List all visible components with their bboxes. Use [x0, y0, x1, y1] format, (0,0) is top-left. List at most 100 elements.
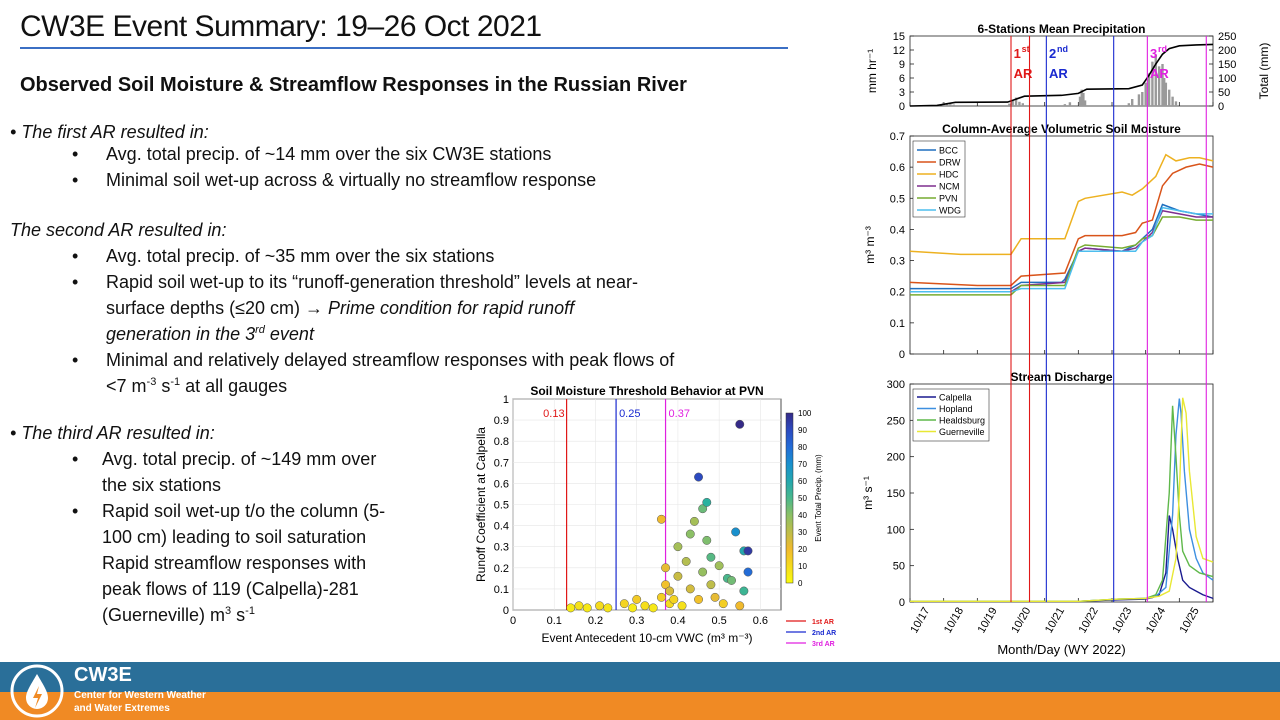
y-tick-label: 0.2 — [494, 563, 509, 575]
threshold-label: 0.25 — [619, 408, 640, 420]
y2-tick-label: 50 — [1218, 87, 1230, 99]
logo-name: CW3E — [74, 664, 132, 686]
list-item: • — [72, 449, 79, 469]
precip-bar — [1063, 104, 1067, 106]
text-span: peak flows of 119 (Calpella)-281 — [102, 579, 359, 599]
colorbar-tick-label: 30 — [798, 528, 807, 537]
scatter-point — [702, 535, 712, 545]
precip-bar — [1131, 99, 1134, 106]
scatter-point — [656, 592, 666, 602]
panel-title: Stream Discharge — [1010, 370, 1112, 384]
y-axis-label: Runoff Coefficient at Calpella — [474, 427, 488, 582]
bullet-dot: • — [10, 423, 22, 443]
scatter-point — [698, 504, 708, 514]
scatter-point — [656, 514, 666, 524]
x-tick-label: 10/17 — [908, 606, 932, 636]
scatter-point — [640, 601, 650, 611]
scatter-point — [665, 586, 675, 596]
legend-label: HDC — [939, 170, 959, 180]
precip-bar — [1161, 64, 1164, 106]
y-tick-label: 0.7 — [494, 457, 509, 469]
precip-bar — [1082, 92, 1085, 106]
list-item: • — [72, 144, 79, 164]
scatter-point — [706, 580, 716, 590]
y2-axis-label: Total (mm) — [1257, 43, 1271, 100]
list-item: • — [72, 246, 79, 266]
y-tick-label: 0 — [899, 597, 905, 609]
legend-label: Calpella — [939, 393, 972, 403]
y-tick-label: 0.6 — [890, 162, 905, 174]
colorbar-tick-label: 80 — [798, 443, 807, 452]
text-span: -3 — [146, 376, 157, 388]
text-span: Rapid streamflow responses with — [102, 553, 367, 573]
scatter-point — [574, 601, 584, 611]
series-line-drw — [909, 163, 1214, 287]
text-span: (Guerneville) m — [102, 605, 226, 625]
scatter-point — [673, 542, 683, 552]
y-tick-label: 200 — [887, 452, 905, 464]
first-ar-item-1: Avg. total precip. of ~14 mm over the si… — [106, 144, 552, 164]
text-span: event — [264, 324, 314, 344]
precip-bar — [949, 104, 952, 106]
text-span: -1 — [170, 376, 181, 388]
x-tick-label: 10/21 — [1043, 606, 1067, 636]
legend-label: WDG — [939, 206, 961, 216]
y-tick-label: 0.5 — [494, 500, 509, 512]
threshold-label: 0.37 — [669, 408, 690, 420]
ar-label-number: 3 — [1150, 46, 1157, 61]
legend-label: 3rd AR — [812, 641, 835, 648]
x-tick-label: 10/25 — [1178, 606, 1202, 636]
y2-tick-label: 250 — [1218, 31, 1236, 43]
colorbar-tick-label: 70 — [798, 460, 807, 469]
ar-label-suffix: nd — [1057, 44, 1068, 54]
threshold-label: 0.13 — [543, 408, 564, 420]
precip-bar — [1021, 103, 1024, 106]
scatter-point — [727, 576, 736, 585]
colorbar-tick-label: 90 — [798, 426, 807, 435]
list-item: • — [72, 501, 79, 521]
scatter-point — [739, 586, 749, 596]
legend-label: Healdsburg — [939, 416, 985, 426]
list-item: • — [72, 170, 79, 190]
scatter-point — [710, 592, 720, 602]
precip-bar — [1174, 101, 1178, 106]
x-tick-label: 0.6 — [753, 615, 768, 627]
series-line-guerneville — [910, 397, 1214, 602]
y-tick-label: 15 — [893, 31, 905, 43]
scatter-point — [648, 603, 658, 613]
text-span: 3 — [225, 605, 232, 617]
text-span: surface depths (≤20 cm) → — [106, 298, 328, 318]
x-tick-label: 0.3 — [629, 615, 644, 627]
scatter-point — [566, 603, 576, 613]
precip-bar — [1171, 96, 1174, 106]
colorbar-tick-label: 50 — [798, 494, 807, 503]
legend-label: BCC — [939, 146, 959, 156]
precip-bar — [952, 104, 955, 106]
second-ar-head: The second AR resulted in: — [10, 220, 227, 240]
ar-label-ar: AR — [1049, 66, 1068, 81]
y-tick-label: 150 — [887, 488, 905, 500]
scatter-point — [677, 601, 687, 611]
precip-bar — [1144, 82, 1147, 106]
scatter-point — [689, 516, 699, 526]
y-tick-label: 12 — [893, 45, 905, 57]
colorbar-tick-label: 100 — [798, 409, 812, 418]
scatter-point — [603, 603, 613, 613]
legend-label: PVN — [939, 194, 958, 204]
precip-bar — [1157, 66, 1161, 106]
precip-bar — [1014, 97, 1018, 106]
precip-bar — [1147, 73, 1151, 106]
x-tick-label: 10/18 — [942, 606, 966, 636]
y-tick-label: 300 — [887, 379, 905, 391]
text-span: at all gauges — [180, 376, 288, 396]
y-tick-label: 0.2 — [890, 287, 905, 299]
scatter-point — [735, 601, 745, 611]
y-tick-label: 100 — [887, 524, 905, 536]
y-tick-label: 0.7 — [890, 131, 905, 143]
cw3e-logo-icon — [10, 664, 64, 718]
legend-label: Guerneville — [939, 427, 985, 437]
x-tick-label: 10/19 — [976, 606, 1000, 636]
x-tick-label: 0.4 — [670, 615, 685, 627]
legend-label: 2nd AR — [812, 630, 836, 637]
